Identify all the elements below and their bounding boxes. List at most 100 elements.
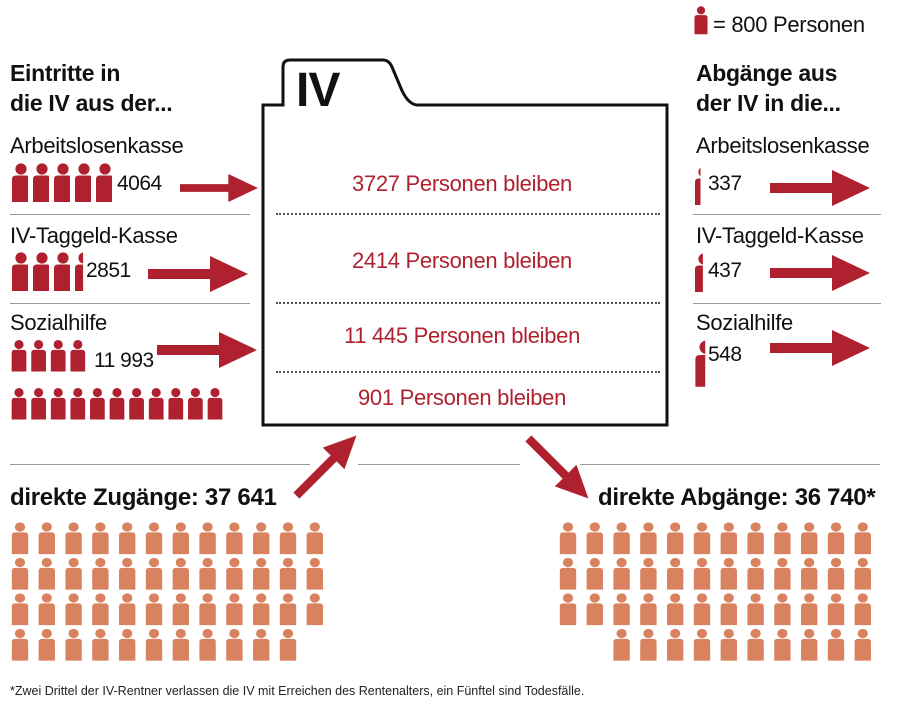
person-icon: [65, 557, 82, 590]
stay-iv-taggeld-kasse: 2414 Personen bleiben: [352, 248, 572, 273]
person-icon: [31, 387, 46, 420]
direct-rule-middle: [358, 464, 520, 465]
arrow-out-iv-taggeld-kasse: [770, 255, 870, 291]
person-icon: [640, 628, 657, 661]
arrow-in-arbeitslosenkasse: [180, 173, 258, 203]
person-icon: [226, 522, 243, 555]
person-icon: [693, 593, 711, 626]
left-heading: Eintritte in die IV aus der...: [10, 58, 173, 118]
stay-direct: 901 Personen bleiben: [357, 385, 567, 410]
person-icon: [720, 628, 737, 661]
person-icon: [559, 593, 577, 626]
left-heading-line-2: die IV aus der...: [10, 90, 173, 116]
person-icon: [279, 522, 297, 555]
person-icon: [199, 593, 216, 626]
person-icon: [253, 593, 270, 626]
direct-out-icons: [558, 522, 888, 669]
person-icon: [119, 522, 136, 555]
person-icon: [854, 628, 871, 661]
person-icon: [747, 628, 764, 661]
out-value-iv-taggeld-kasse: 437: [708, 259, 742, 282]
arrow-direct-out: [522, 432, 594, 504]
out-value-arbeitslosenkasse: 337: [708, 172, 742, 195]
person-icon: [11, 628, 29, 661]
person-icon: [801, 628, 818, 661]
in-label-arbeitslosenkasse: Arbeitslosenkasse: [10, 133, 184, 158]
person-icon: [119, 557, 136, 590]
person-icon: [38, 522, 55, 555]
out-label-arbeitslosenkasse: Arbeitslosenkasse: [696, 133, 870, 158]
person-icon: [31, 339, 46, 372]
in-icons-iv-taggeld-kasse: [10, 252, 94, 300]
in-icons-arbeitslosenkasse: [10, 163, 115, 211]
box-divider-1: [276, 213, 660, 215]
person-icon: [92, 522, 109, 555]
person-icon: [640, 557, 657, 590]
person-icon: [774, 557, 791, 590]
legend-person-icon: [694, 6, 708, 35]
box-title: IV: [296, 64, 340, 117]
person-icon: [65, 628, 82, 661]
person-icon: [199, 628, 216, 661]
out-label-sozialhilfe: Sozialhilfe: [696, 310, 793, 335]
left-heading-line-1: Eintritte in: [10, 60, 121, 86]
stay-sozialhilfe: 11 445 Personen bleiben: [343, 323, 581, 348]
person-icon: [226, 593, 243, 626]
person-icon: [119, 593, 136, 626]
stay-arbeitslosenkasse: 3727 Personen bleiben: [352, 171, 572, 196]
box-divider-3: [276, 371, 660, 373]
person-icon: [720, 593, 737, 626]
person-icon: [65, 593, 82, 626]
out-value-sozialhilfe: 548: [708, 343, 742, 366]
person-icon: [854, 557, 871, 590]
person-icon: [253, 557, 270, 590]
person-icon: [774, 628, 791, 661]
in-value-arbeitslosenkasse: 4064: [117, 172, 162, 195]
right-heading-line-1: Abgänge aus: [696, 60, 838, 86]
person-icon: [693, 522, 711, 555]
direct-rule-left: [10, 464, 310, 465]
in-value-iv-taggeld-kasse: 2851: [86, 259, 131, 282]
person-icon: [559, 522, 577, 555]
left-divider-2: [10, 303, 250, 304]
person-icon: [667, 593, 684, 626]
person-icon: [90, 387, 105, 420]
person-icon: [613, 593, 630, 626]
person-icon: [148, 387, 164, 420]
person-icon: [54, 252, 70, 291]
person-icon: [38, 593, 55, 626]
person-icon: [168, 387, 184, 420]
in-icons-arbeitslosenkasse-svg: [12, 163, 112, 202]
person-icon: [207, 387, 223, 420]
person-icon: [70, 387, 86, 420]
person-icon: [693, 628, 711, 661]
person-icon: [11, 557, 29, 590]
in-label-sozialhilfe: Sozialhilfe: [10, 310, 107, 335]
person-icon: [306, 522, 323, 555]
person-icon: [145, 557, 163, 590]
person-icon: [109, 387, 125, 420]
person-icon: [199, 522, 216, 555]
person-icon: [613, 557, 630, 590]
person-icon: [801, 593, 818, 626]
person-icon: [854, 522, 871, 555]
person-icon: [827, 593, 845, 626]
person-icon: [33, 252, 49, 291]
person-icon: [172, 557, 189, 590]
person-icon: [172, 628, 189, 661]
person-icon: [253, 628, 270, 661]
person-icon: [279, 557, 297, 590]
out-label-iv-taggeld-kasse: IV-Taggeld-Kasse: [696, 223, 864, 248]
person-icon: [667, 557, 684, 590]
person-icon: [11, 593, 29, 626]
person-icon: [12, 252, 28, 291]
person-icon: [54, 163, 70, 202]
person-icon: [145, 593, 163, 626]
arrow-in-iv-taggeld-kasse: [148, 256, 248, 292]
person-icon: [747, 557, 764, 590]
person-icon: [188, 387, 203, 420]
direct-in-label: direkte Zugänge: 37 641: [10, 484, 277, 511]
person-icon: [801, 522, 818, 555]
person-icon: [75, 163, 91, 202]
person-icon: [145, 522, 163, 555]
